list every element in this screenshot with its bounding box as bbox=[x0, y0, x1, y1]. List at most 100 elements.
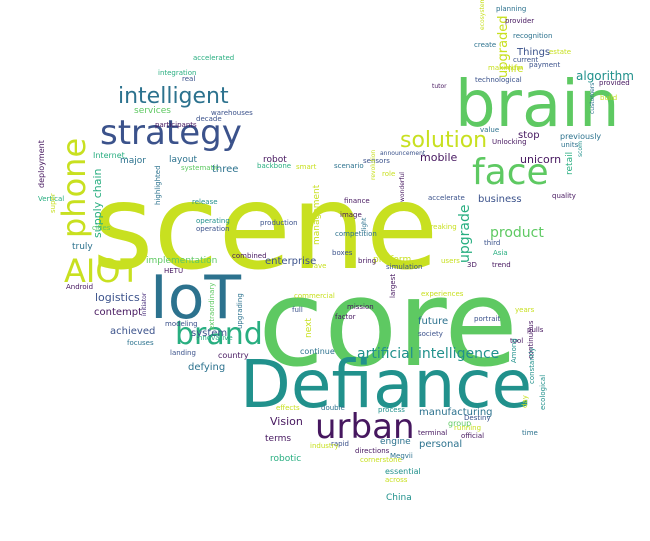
word-continue: continue bbox=[300, 347, 335, 356]
word-previously: previously bbox=[560, 132, 602, 141]
word-focuses: focuses bbox=[127, 339, 154, 347]
word-truly: truly bbox=[72, 242, 93, 252]
word-experiences: experiences bbox=[421, 290, 464, 298]
word-upgrade: upgrade bbox=[457, 204, 473, 263]
word-platform: platform bbox=[373, 255, 412, 265]
word-operating: operating bbox=[196, 217, 230, 225]
word-payment: payment bbox=[529, 61, 561, 69]
word-value: value bbox=[480, 126, 500, 134]
word-tool: tool bbox=[510, 337, 524, 345]
word-system: system bbox=[191, 328, 228, 339]
word-modeling: modeling bbox=[165, 320, 198, 328]
word-super: super bbox=[49, 193, 57, 213]
word-engine: engine bbox=[380, 437, 411, 447]
word-implementation: implementation bbox=[146, 256, 218, 266]
word-sensors: sensors bbox=[363, 157, 390, 165]
word-terminal: terminal bbox=[418, 429, 448, 437]
word-provided: provided bbox=[599, 79, 630, 87]
word-algorithm: algorithm bbox=[576, 69, 634, 83]
word-industry: industry bbox=[310, 442, 339, 450]
word-country: country bbox=[218, 351, 249, 360]
word-3d: 3D bbox=[467, 261, 477, 269]
word-constantly: constantly bbox=[528, 347, 536, 384]
word-accelerate: accelerate bbox=[428, 194, 465, 202]
word-bring: bring bbox=[358, 257, 377, 265]
word-landing: landing bbox=[170, 349, 196, 357]
word-terms: terms bbox=[265, 434, 292, 444]
word-customers: customers bbox=[589, 82, 596, 114]
word-logistics: logistics bbox=[95, 291, 140, 304]
word-hetu: HETU bbox=[164, 267, 184, 275]
word-planning: planning bbox=[496, 5, 527, 13]
word-unlocking: Unlocking bbox=[492, 138, 527, 146]
word-announcement: announcement bbox=[380, 150, 426, 157]
word-simulation: simulation bbox=[386, 263, 423, 271]
word-solution: solution bbox=[400, 128, 488, 153]
word-product: product bbox=[490, 225, 544, 241]
word-face: face bbox=[472, 152, 549, 193]
word-revolution: revolution bbox=[370, 149, 377, 180]
word-retail: retail bbox=[565, 151, 575, 175]
word-china: China bbox=[386, 493, 412, 503]
word-across: across bbox=[385, 476, 408, 484]
word-running: running bbox=[454, 424, 482, 432]
word-mission: mission bbox=[347, 303, 374, 311]
word-estate: estate bbox=[549, 48, 572, 56]
word-android: Android bbox=[66, 283, 94, 291]
word-robotic: robotic bbox=[270, 454, 302, 464]
word-image: image bbox=[340, 211, 362, 219]
word-systematic: systematic bbox=[181, 164, 220, 172]
word-operation: operation bbox=[196, 225, 230, 233]
word-technological: technological bbox=[475, 76, 522, 84]
word-defiance: Defiance bbox=[240, 346, 533, 423]
word-finance: finance bbox=[344, 197, 370, 205]
word-boxes: boxes bbox=[332, 249, 353, 257]
word-backbone: backbone bbox=[257, 162, 292, 170]
word-commercial: commercial bbox=[294, 292, 335, 300]
word-group: group bbox=[448, 419, 472, 428]
word-create: create bbox=[474, 41, 497, 49]
word-initiator: initiator bbox=[141, 292, 148, 316]
word-brand: brand bbox=[175, 317, 263, 352]
word-deployment: deployment bbox=[37, 140, 46, 188]
word-vertical: Vertical bbox=[38, 195, 65, 203]
word-process: process bbox=[378, 406, 405, 414]
word-contempt: contempt bbox=[94, 307, 143, 318]
word-stop: stop bbox=[518, 130, 540, 141]
word-users: users bbox=[441, 257, 460, 265]
word-internet: Internet, bbox=[93, 151, 128, 160]
word-manufacturing: manufacturing bbox=[419, 407, 493, 418]
word-scenario: scenario bbox=[334, 162, 364, 170]
word-light: light bbox=[361, 217, 368, 231]
word-core: core bbox=[258, 255, 518, 394]
word-build: build bbox=[600, 94, 618, 102]
word-urban: urban bbox=[315, 407, 415, 447]
word-effects: effects bbox=[276, 404, 300, 412]
word-innovative: innovative bbox=[196, 334, 233, 342]
word-factor: factor bbox=[335, 313, 356, 321]
word-mobile: mobile bbox=[420, 151, 458, 164]
word-cities: cities bbox=[92, 224, 111, 232]
word-vision: Vision bbox=[270, 415, 303, 428]
word-competition: competition bbox=[335, 230, 377, 238]
word-units: units bbox=[561, 141, 579, 149]
word-three: three bbox=[212, 164, 239, 175]
word-trend: trend bbox=[492, 261, 511, 269]
word-wonderful: wonderful bbox=[399, 172, 406, 202]
word-years: years bbox=[515, 306, 535, 314]
word-essential: essential bbox=[385, 467, 421, 476]
word-scene: scene bbox=[92, 158, 439, 296]
word-services: services bbox=[134, 106, 171, 116]
word-day: day bbox=[521, 395, 529, 408]
word-ecosystem: ecosystem bbox=[479, 0, 486, 30]
word-management: management bbox=[312, 184, 322, 245]
word-artificial-intelligence: artificial intelligence bbox=[357, 346, 500, 362]
word-integration: integration bbox=[158, 69, 197, 77]
word-intelligent: intelligent bbox=[118, 84, 229, 109]
word-upgrading: upgrading bbox=[236, 293, 244, 329]
word-phone: phone bbox=[55, 137, 93, 238]
word-iot: IoT bbox=[150, 263, 242, 333]
word-enterprise: enterprise bbox=[265, 256, 317, 267]
word-breaking: breaking bbox=[426, 223, 457, 231]
